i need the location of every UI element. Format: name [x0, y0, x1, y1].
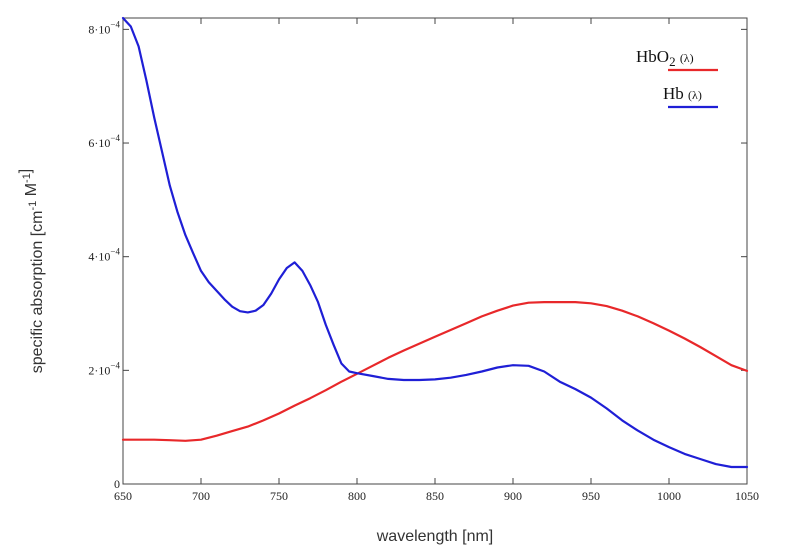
x-tick-label: 750 [270, 489, 288, 503]
y-axis-title: specific absorption [cm-1 M-1] [17, 169, 46, 374]
x-tick-label: 700 [192, 489, 210, 503]
plot-frame [122, 17, 748, 485]
x-tick-label: 900 [504, 489, 522, 503]
x-tick-label: 850 [426, 489, 444, 503]
x-tick-label: 1050 [735, 489, 759, 503]
series-lines [121, 16, 749, 469]
x-tick-label: 950 [582, 489, 600, 503]
y-tick-label: 6·10−4 [88, 133, 120, 150]
y-tick-label: 8·10−4 [88, 19, 120, 36]
x-tick-label: 1000 [657, 489, 681, 503]
legend-label-hb: Hb (λ) [663, 84, 702, 103]
y-axis-ticks: 0 2·10−4 4·10−4 6·10−4 8·10−4 [88, 19, 747, 491]
legend: HbO2 (λ) Hb (λ) [636, 47, 718, 109]
series-line-hb [121, 16, 749, 469]
x-axis-title: wavelength [nm] [376, 528, 494, 545]
y-tick-label: 2·10−4 [88, 360, 120, 377]
legend-label-hbo2: HbO2 (λ) [636, 47, 694, 69]
x-tick-label: 800 [348, 489, 366, 503]
y-tick-label: 0 [114, 477, 120, 491]
y-tick-label: 4·10−4 [88, 247, 120, 264]
x-axis-ticks: 650 700 750 800 850 900 950 1000 1050 [114, 18, 759, 503]
x-tick-label: 650 [114, 489, 132, 503]
series-line-hbo2 [121, 301, 749, 442]
